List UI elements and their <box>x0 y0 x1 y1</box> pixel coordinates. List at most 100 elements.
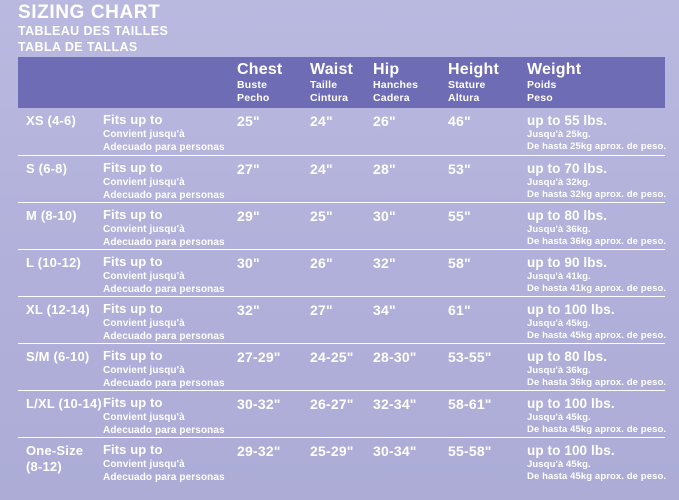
weight-es: De hasta 45kg aprox. de peso. <box>527 471 667 482</box>
fits-up-to-en: Fits up to <box>103 112 163 127</box>
table-row: M (8-10) Fits up to Convient jusqu'à Adecua… <box>18 202 666 249</box>
fits-up-to-en: Fits up to <box>103 442 163 457</box>
weight-fr: Jusqu'à 45kg. <box>527 318 591 329</box>
waist-measurement: 26-27" <box>310 396 354 412</box>
weight-es: De hasta 32kg aprox. de peso. <box>527 189 667 200</box>
fits-up-to-label: Fits up to Convient jusqu'à Adecuado para … <box>103 442 225 484</box>
weight-en: up to 100 lbs. <box>527 443 615 458</box>
chest-measurement: 27-29" <box>237 349 281 365</box>
fits-up-to-label: Fits up to Convient jusqu'à Adecuado para … <box>103 395 225 437</box>
fits-up-to-fr: Convient jusqu'à <box>103 318 185 329</box>
column-header-height: Height Stature Altura <box>448 61 499 104</box>
waist-measurement: 24" <box>310 113 333 129</box>
size-label: XL (12-14) <box>26 302 90 318</box>
height-measurement: 46" <box>448 113 471 129</box>
size-label-line1: One-Size <box>26 443 84 458</box>
fits-up-to-fr: Convient jusqu'à <box>103 129 185 140</box>
waist-measurement: 24-25" <box>310 349 354 365</box>
weight-measurement: up to 70 lbs. Jusqu'à 32kg. De hasta 32kg … <box>527 160 666 201</box>
chest-measurement: 27" <box>237 161 260 177</box>
fits-up-to-es: Adecuado para personas <box>103 284 225 295</box>
page-title-spanish: TABLA DE TALLAS <box>18 40 138 54</box>
weight-fr: Jusqu'à 25kg. <box>527 129 591 140</box>
hip-measurement: 30" <box>373 208 396 224</box>
size-label-line1: M (8-10) <box>26 208 77 223</box>
fits-up-to-es: Adecuado para personas <box>103 142 225 153</box>
waist-measurement: 26" <box>310 255 333 271</box>
size-label: XS (4-6) <box>26 113 76 129</box>
table-row: L/XL (10-14) Fits up to Convient jusqu'à Ad… <box>18 390 666 437</box>
weight-measurement: up to 55 lbs. Jusqu'à 25kg. De hasta 25kg … <box>527 112 666 153</box>
fits-up-to-en: Fits up to <box>103 395 163 410</box>
size-label: M (8-10) <box>26 208 77 224</box>
size-label-line1: XL (12-14) <box>26 302 90 317</box>
table-row: XL (12-14) Fits up to Convient jusqu'à Adec… <box>18 296 667 343</box>
weight-measurement: up to 80 lbs. Jusqu'à 36kg. De hasta 36kg … <box>527 348 666 389</box>
fits-up-to-fr: Convient jusqu'à <box>103 177 185 188</box>
fits-up-to-en: Fits up to <box>103 301 163 316</box>
hip-measurement: 34" <box>373 302 396 318</box>
height-measurement: 53" <box>448 161 471 177</box>
fits-up-to-es: Adecuado para personas <box>103 190 225 201</box>
fits-up-to-es: Adecuado para personas <box>103 331 225 342</box>
size-label: S/M (6-10) <box>26 349 89 365</box>
fits-up-to-label: Fits up to Convient jusqu'à Adecuado para … <box>103 207 225 249</box>
sizing-table: Chest Buste Pecho Waist Taille Cintura H… <box>18 57 667 484</box>
table-row: S/M (6-10) Fits up to Convient jusqu'à Adec… <box>18 343 666 390</box>
height-measurement: 55-58" <box>448 443 492 459</box>
size-label: One-Size (8-12) <box>26 443 83 475</box>
fits-up-to-es: Adecuado para personas <box>103 378 225 389</box>
fits-up-to-es: Adecuado para personas <box>103 472 225 483</box>
fits-up-to-en: Fits up to <box>103 207 163 222</box>
weight-fr: Jusqu'à 45kg. <box>527 459 591 470</box>
fits-up-to-es: Adecuado para personas <box>103 237 225 248</box>
chest-measurement: 29" <box>237 208 260 224</box>
weight-en: up to 90 lbs. <box>527 255 608 270</box>
fits-up-to-fr: Convient jusqu'à <box>103 271 185 282</box>
weight-fr: Jusqu'à 36kg. <box>527 224 591 235</box>
fits-up-to-fr: Convient jusqu'à <box>103 459 185 470</box>
weight-en: up to 80 lbs. <box>527 349 608 364</box>
chest-measurement: 30-32" <box>237 396 281 412</box>
weight-en: up to 55 lbs. <box>527 113 608 128</box>
weight-es: De hasta 36kg aprox. de peso. <box>527 377 667 388</box>
weight-es: De hasta 36kg aprox. de peso. <box>527 236 667 247</box>
fits-up-to-label: Fits up to Convient jusqu'à Adecuado para … <box>103 348 225 390</box>
weight-es: De hasta 25kg aprox. de peso. <box>527 141 667 152</box>
table-header-row: Chest Buste Pecho Waist Taille Cintura H… <box>18 57 665 108</box>
hip-measurement: 30-34" <box>373 443 417 459</box>
weight-measurement: up to 80 lbs. Jusqu'à 36kg. De hasta 36kg … <box>527 207 666 248</box>
fits-up-to-label: Fits up to Convient jusqu'à Adecuado para … <box>103 112 225 154</box>
fits-up-to-label: Fits up to Convient jusqu'à Adecuado para … <box>103 301 225 343</box>
weight-en: up to 80 lbs. <box>527 208 608 223</box>
weight-measurement: up to 100 lbs. Jusqu'à 45kg. De hasta 45kg… <box>527 395 666 436</box>
weight-en: up to 100 lbs. <box>527 302 615 317</box>
page-title: SIZING CHART <box>18 2 161 23</box>
waist-measurement: 27" <box>310 302 333 318</box>
weight-es: De hasta 41kg aprox. de peso. <box>527 283 667 294</box>
weight-en: up to 70 lbs. <box>527 161 608 176</box>
size-label-line2: (8-12) <box>26 459 62 474</box>
size-label: S (6-8) <box>26 161 67 177</box>
fits-up-to-en: Fits up to <box>103 160 163 175</box>
hip-measurement: 28-30" <box>373 349 417 365</box>
table-body: XS (4-6) Fits up to Convient jusqu'à Adecua… <box>18 108 667 484</box>
chest-measurement: 25" <box>237 113 260 129</box>
weight-es: De hasta 45kg aprox. de peso. <box>527 330 667 341</box>
fits-up-to-en: Fits up to <box>103 254 163 269</box>
height-measurement: 55" <box>448 208 471 224</box>
table-row: S (6-8) Fits up to Convient jusqu'à Adecuad… <box>18 155 666 202</box>
waist-measurement: 25-29" <box>310 443 354 459</box>
height-measurement: 53-55" <box>448 349 492 365</box>
table-row: One-Size (8-12) Fits up to Convient jusqu'à… <box>18 437 667 484</box>
size-label-line1: XS (4-6) <box>26 113 77 128</box>
height-measurement: 61" <box>448 302 471 318</box>
weight-fr: Jusqu'à 41kg. <box>527 271 591 282</box>
weight-measurement: up to 90 lbs. Jusqu'à 41kg. De hasta 41kg … <box>527 254 666 295</box>
waist-measurement: 24" <box>310 161 333 177</box>
chest-measurement: 29-32" <box>237 443 281 459</box>
hip-measurement: 32-34" <box>373 396 417 412</box>
size-label-line1: L/XL (10-14) <box>26 396 102 411</box>
weight-fr: Jusqu'à 36kg. <box>527 365 591 376</box>
